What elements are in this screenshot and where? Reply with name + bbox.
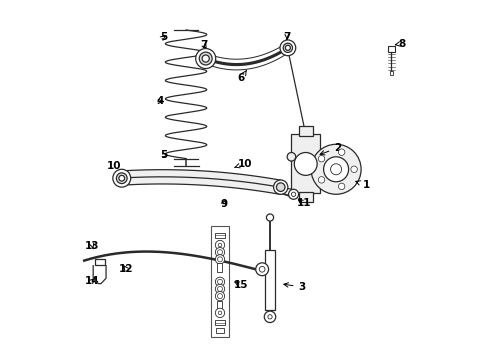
Circle shape — [196, 49, 216, 68]
Bar — [390, 71, 393, 75]
Text: 12: 12 — [119, 264, 134, 274]
Text: 5: 5 — [160, 32, 167, 42]
Text: 10: 10 — [235, 159, 252, 169]
Circle shape — [215, 284, 224, 294]
Text: 7: 7 — [283, 32, 291, 42]
Circle shape — [294, 153, 317, 175]
Text: 1: 1 — [356, 180, 370, 190]
Text: 8: 8 — [395, 39, 406, 49]
Bar — [95, 258, 104, 265]
Circle shape — [287, 153, 296, 161]
Circle shape — [215, 277, 224, 287]
Text: 9: 9 — [220, 199, 227, 209]
Circle shape — [283, 43, 293, 53]
Circle shape — [292, 192, 296, 197]
Circle shape — [218, 287, 222, 292]
Bar — [215, 320, 224, 325]
Circle shape — [285, 45, 291, 50]
Circle shape — [218, 249, 222, 255]
Text: 2: 2 — [320, 143, 342, 155]
Circle shape — [215, 248, 224, 257]
Text: 5: 5 — [160, 150, 167, 160]
Circle shape — [113, 169, 131, 187]
Text: 7: 7 — [200, 40, 208, 50]
Text: 15: 15 — [234, 280, 249, 291]
Polygon shape — [122, 170, 281, 194]
Circle shape — [259, 266, 265, 272]
Circle shape — [218, 243, 222, 247]
Circle shape — [218, 279, 222, 284]
Circle shape — [318, 177, 325, 183]
Circle shape — [331, 164, 342, 175]
Text: 6: 6 — [238, 70, 246, 83]
Circle shape — [280, 40, 296, 56]
Circle shape — [311, 144, 361, 194]
Bar — [218, 263, 222, 272]
Circle shape — [318, 156, 325, 162]
Text: 4: 4 — [156, 96, 164, 107]
Circle shape — [218, 257, 222, 262]
Bar — [217, 328, 223, 333]
Circle shape — [117, 173, 127, 184]
Circle shape — [351, 166, 357, 172]
Circle shape — [339, 183, 345, 190]
Circle shape — [276, 183, 285, 192]
Circle shape — [119, 175, 124, 181]
Circle shape — [256, 263, 269, 276]
Circle shape — [215, 292, 224, 301]
Bar — [388, 46, 395, 52]
Text: 10: 10 — [107, 161, 121, 174]
Circle shape — [273, 180, 288, 194]
Circle shape — [268, 315, 272, 319]
Bar — [298, 126, 313, 136]
Circle shape — [215, 308, 224, 318]
Circle shape — [218, 294, 222, 298]
Bar — [265, 249, 275, 310]
Circle shape — [339, 149, 345, 156]
Circle shape — [267, 214, 273, 221]
Bar — [218, 301, 222, 309]
Circle shape — [215, 240, 224, 249]
Text: 11: 11 — [296, 198, 311, 208]
Text: 13: 13 — [85, 241, 100, 251]
Circle shape — [323, 157, 348, 182]
Circle shape — [215, 255, 224, 264]
Bar — [215, 233, 224, 238]
Text: 3: 3 — [284, 282, 306, 292]
Circle shape — [199, 52, 212, 65]
Bar — [211, 226, 229, 337]
Circle shape — [202, 55, 209, 62]
Circle shape — [218, 311, 222, 315]
Text: 14: 14 — [85, 276, 100, 286]
Circle shape — [289, 189, 298, 199]
Bar — [292, 134, 320, 193]
Bar — [298, 192, 313, 202]
Circle shape — [264, 311, 276, 323]
